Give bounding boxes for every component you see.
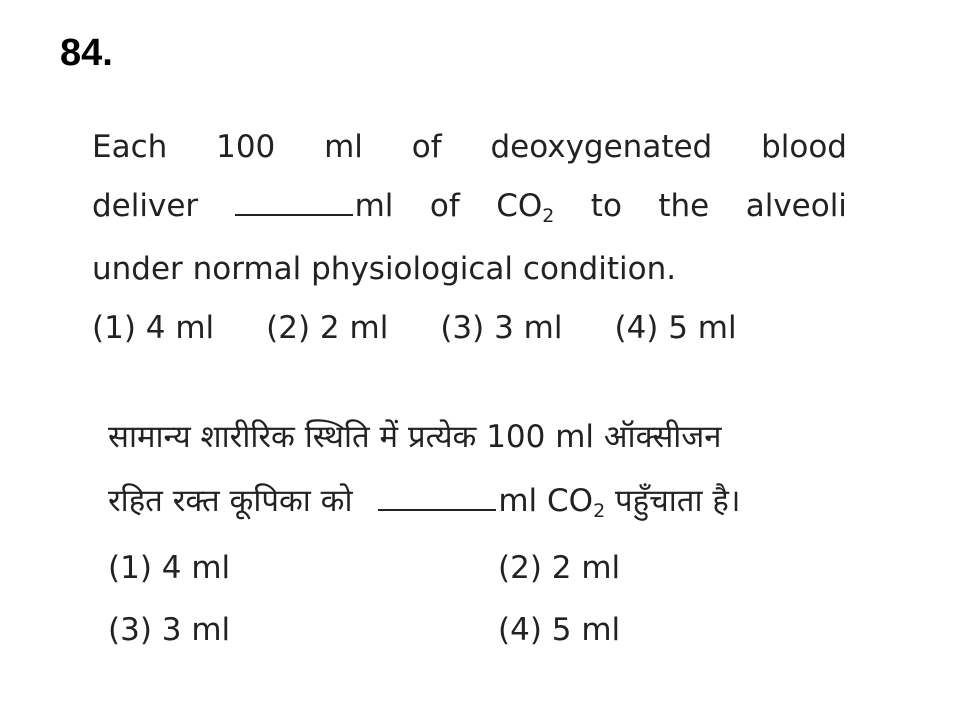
- hindi-text: रहित रक्त कूपिका को: [108, 483, 353, 519]
- hindi-question: सामान्य शारीरिक स्थिति में प्रत्येक 100 …: [108, 405, 908, 661]
- hindi-line-1: सामान्य शारीरिक स्थिति में प्रत्येक 100 …: [108, 419, 722, 455]
- english-question: Each 100 ml of deoxygenated blood delive…: [92, 118, 847, 358]
- question-number: 84.: [60, 32, 113, 74]
- english-options: (1) 4 ml (2) 2 ml (3) 3 ml (4) 5 ml: [92, 299, 847, 358]
- option-1[interactable]: (1) 4 ml: [108, 550, 231, 586]
- option-3[interactable]: (3) 3 ml: [440, 310, 563, 346]
- word: deoxygenated: [490, 129, 713, 165]
- word: the: [658, 188, 710, 224]
- co-text: CO: [496, 188, 543, 224]
- option-2[interactable]: (2) 2 ml: [266, 310, 389, 346]
- option-4[interactable]: (4) 5 ml: [614, 310, 737, 346]
- option-4[interactable]: (4) 5 ml: [498, 612, 621, 648]
- english-line-3: under normal physiological condition.: [92, 251, 677, 287]
- hindi-text-end: पहुँचाता है।: [605, 483, 741, 519]
- word: alveoli: [745, 188, 847, 224]
- co2-formula: CO2: [496, 177, 554, 240]
- word: ml: [324, 129, 363, 165]
- hindi-unit: ml CO: [498, 483, 594, 519]
- word: Each: [92, 129, 168, 165]
- word: 100: [216, 129, 276, 165]
- english-line-1: Each 100 ml of deoxygenated blood: [92, 118, 847, 177]
- word: to: [590, 188, 622, 224]
- word: of: [411, 129, 442, 165]
- word: blood: [761, 129, 847, 165]
- hindi-line-2: रहित रक्त कूपिका को ml CO2 पहुँचाता है।: [108, 469, 908, 537]
- word: deliver: [92, 188, 199, 224]
- option-2[interactable]: (2) 2 ml: [498, 550, 621, 586]
- option-1[interactable]: (1) 4 ml: [92, 310, 215, 346]
- option-3[interactable]: (3) 3 ml: [108, 612, 231, 648]
- hindi-options: (1) 4 ml (2) 2 ml (3) 3 ml (4) 5 ml: [108, 537, 908, 661]
- subscript-2: 2: [593, 500, 606, 522]
- answer-blank: [234, 188, 353, 216]
- word: of: [429, 188, 460, 224]
- answer-blank: [378, 483, 497, 511]
- subscript-2: 2: [542, 205, 555, 227]
- unit: ml: [354, 188, 394, 224]
- english-line-2: deliver ml of CO2 to the alveoli: [92, 177, 847, 240]
- blank-with-unit: ml: [234, 177, 394, 240]
